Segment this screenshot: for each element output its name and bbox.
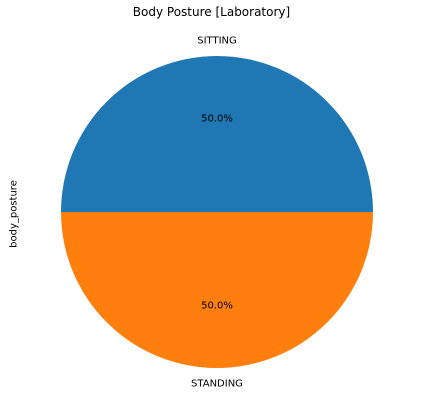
slice-label-standing: STANDING bbox=[191, 379, 243, 390]
pie-slice-sitting bbox=[61, 56, 373, 212]
slice-percent-standing: 50.0% bbox=[201, 301, 233, 312]
slice-label-sitting: SITTING bbox=[197, 35, 237, 46]
pie-slice-standing bbox=[61, 212, 373, 368]
slice-percent-sitting: 50.0% bbox=[201, 113, 233, 124]
chart-title: Body Posture [Laboratory] bbox=[132, 5, 291, 19]
